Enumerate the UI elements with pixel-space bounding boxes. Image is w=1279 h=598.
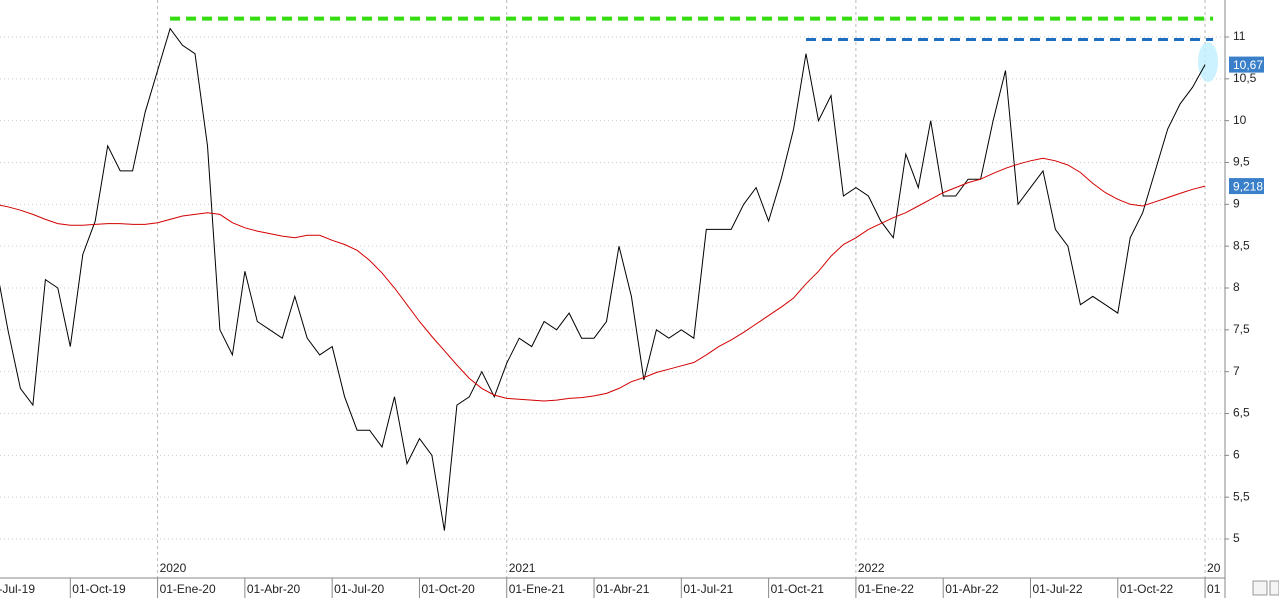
y-tick-label: 5 [1233, 531, 1240, 545]
x-tick-label: 01-Abr-21 [596, 582, 650, 596]
x-tick-label: 01-Jul-19 [0, 582, 35, 596]
y-tick-label: 5,5 [1233, 489, 1250, 503]
y-tick-label: 8 [1233, 280, 1240, 294]
y-tick-label: 10,5 [1233, 71, 1257, 85]
x-tick-label: 01-Ene-20 [160, 582, 216, 596]
y-tick-label: 7,5 [1233, 322, 1250, 336]
x-axis-layer: 01-Jul-19 01-Oct-19 01-Ene-20 01-Abr-20 01-J… [0, 578, 1221, 598]
last-value-label: 9,218 [1233, 179, 1263, 193]
y-tick-label: 9,5 [1233, 155, 1250, 169]
x-tick-label: 01-Ene-22 [858, 582, 914, 596]
y-axis-layer: 5 5,5 6 6,5 7 7,5 8 8,5 9 9,5 10 10,5 11 [1225, 29, 1257, 545]
tool-icon[interactable] [1269, 580, 1279, 596]
y-tick-label: 8,5 [1233, 238, 1250, 252]
y-tick-label: 10 [1233, 113, 1247, 127]
plot-layer [0, 16, 1214, 531]
x-tick-label: 01-Jul-20 [334, 582, 384, 596]
x-tick-label: 01-Abr-22 [945, 582, 999, 596]
highlight [1198, 42, 1218, 82]
moving-average [0, 157, 1206, 402]
year-label: 2022 [858, 561, 885, 575]
x-tick-label: 01-Oct-19 [72, 582, 126, 596]
last-value-label: 10,67 [1233, 58, 1263, 72]
price-line [0, 27, 1206, 531]
year-label: 2021 [509, 561, 536, 575]
y-tick-label: 6,5 [1233, 406, 1250, 420]
x-tick-label: 01-Jul-21 [683, 582, 733, 596]
year-label: 2020 [160, 561, 187, 575]
y-tick-label: 6 [1233, 448, 1240, 462]
x-tick-label: 01-Ene-21 [509, 582, 565, 596]
x-tick-label: 01-Jul-22 [1032, 582, 1082, 596]
last-value-box [1229, 178, 1264, 195]
x-tick-label: 01-Oct-21 [771, 582, 825, 596]
x-tick-label: 01-Abr-20 [247, 582, 301, 596]
year-label: 20 [1207, 561, 1221, 575]
y-tick-label: 9 [1233, 196, 1240, 210]
x-tick-label: 01-Oct-20 [421, 582, 475, 596]
grid-layer [0, 0, 1225, 578]
x-tick-label: 01 [1207, 582, 1221, 596]
y-tick-label: 7 [1233, 364, 1240, 378]
tool-icon[interactable] [1252, 580, 1268, 596]
y-tick-label: 11 [1233, 29, 1246, 43]
x-tick-label: 01-Oct-22 [1120, 582, 1174, 596]
last-value-box [1229, 56, 1264, 73]
